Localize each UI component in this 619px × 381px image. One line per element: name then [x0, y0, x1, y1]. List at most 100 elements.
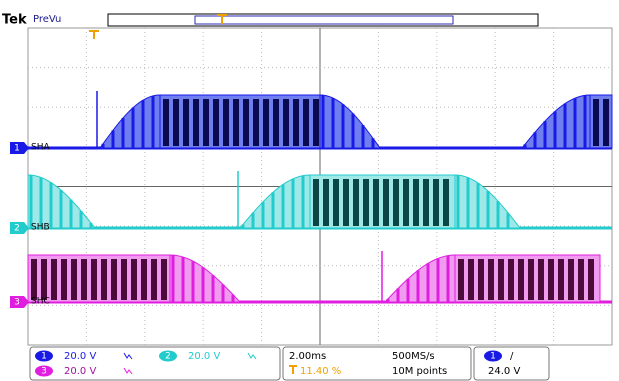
pulse — [433, 179, 439, 226]
position-icon — [289, 365, 297, 374]
horizontal-panel — [282, 346, 472, 381]
pulse — [458, 259, 464, 300]
burst-envelope — [319, 94, 381, 149]
pulse — [41, 259, 47, 300]
pulse — [243, 99, 249, 146]
pulse — [468, 259, 474, 300]
pulse — [528, 259, 534, 300]
pulse — [578, 259, 584, 300]
pulse — [383, 179, 389, 226]
channel-marker — [10, 222, 29, 234]
channel-label: SHA — [31, 143, 50, 153]
channel-marker — [10, 142, 29, 154]
channel-scale: 20.0 V — [188, 351, 220, 362]
pulse — [131, 259, 137, 300]
channel-label: SHC — [31, 297, 50, 307]
pulse — [588, 259, 594, 300]
sample-rate: 500MS/s — [392, 351, 435, 362]
pulse — [303, 99, 309, 146]
pulse — [593, 99, 599, 146]
channel-badge — [159, 350, 177, 362]
pulse — [313, 179, 319, 226]
pulse — [333, 179, 339, 226]
pulse — [173, 99, 179, 146]
trigger-position-icon — [217, 14, 227, 24]
pulse — [413, 179, 419, 226]
pulse — [273, 99, 279, 146]
pulse — [213, 99, 219, 146]
bandwidth-icon — [123, 352, 133, 360]
channel-number: 1 — [41, 352, 47, 362]
pulse — [71, 259, 77, 300]
record-length: 10M points — [392, 366, 447, 377]
pulse — [518, 259, 524, 300]
status-bar: 2.00ms 11.40 % 500MS/s 10M points 1 / 24… — [29, 346, 550, 381]
pulse — [223, 99, 229, 146]
time-position: 11.40 % — [300, 366, 341, 377]
trigger-marker — [89, 30, 99, 39]
pulse — [233, 99, 239, 146]
pulse — [61, 259, 67, 300]
pulse — [363, 179, 369, 226]
pulse — [163, 99, 169, 146]
channel-trace: 2 SHB — [10, 171, 612, 234]
vertical-panel — [29, 346, 281, 381]
pulse — [283, 99, 289, 146]
pulse — [81, 259, 87, 300]
pulse — [161, 259, 167, 300]
pulse — [183, 99, 189, 146]
pulse — [111, 259, 117, 300]
pulse — [203, 99, 209, 146]
record-window — [194, 15, 454, 25]
pulse — [313, 99, 319, 146]
channel-badge — [35, 365, 53, 377]
pulse — [293, 99, 299, 146]
channel-number: 3 — [41, 367, 47, 377]
pulse — [568, 259, 574, 300]
pulse — [478, 259, 484, 300]
channel-number: 1 — [14, 144, 20, 154]
pulse — [353, 179, 359, 226]
bandwidth-icon — [123, 367, 133, 375]
channel-trace: 3 SHC — [10, 251, 612, 308]
pulse — [393, 179, 399, 226]
channel-marker — [10, 296, 29, 308]
channel-number: 2 — [165, 352, 171, 362]
time-scale: 2.00ms — [289, 351, 326, 362]
trigger-source-badge — [484, 350, 502, 362]
pulse — [51, 259, 57, 300]
pulse — [141, 259, 147, 300]
pulse — [488, 259, 494, 300]
pulse — [403, 179, 409, 226]
brand: Tek — [2, 13, 27, 28]
channel-scale: 20.0 V — [64, 366, 96, 377]
pulse — [323, 179, 329, 226]
pulse — [423, 179, 429, 226]
pulse — [603, 99, 609, 146]
pulse — [558, 259, 564, 300]
pulse — [343, 179, 349, 226]
channel-number: 3 — [14, 298, 20, 308]
pulse — [253, 99, 259, 146]
bandwidth-icon — [247, 352, 257, 360]
trigger-slope: / — [510, 351, 514, 362]
burst-envelope — [159, 94, 321, 149]
channel-scale: 20.0 V — [64, 351, 96, 362]
pulse — [373, 179, 379, 226]
trigger-source: 1 — [490, 352, 496, 362]
channel-badge — [35, 350, 53, 362]
pulse — [193, 99, 199, 146]
pulse — [538, 259, 544, 300]
channel-label: SHB — [31, 223, 50, 233]
waveforms: 1 SHA 2 SHB 3 SHC — [10, 91, 613, 308]
pulse — [508, 259, 514, 300]
channel-trace: 1 SHA — [10, 91, 613, 154]
trigger-level: 24.0 V — [488, 366, 520, 377]
pulse — [31, 259, 37, 300]
pulse — [151, 259, 157, 300]
pulse — [263, 99, 269, 146]
pulse — [498, 259, 504, 300]
pulse — [121, 259, 127, 300]
pulse — [548, 259, 554, 300]
